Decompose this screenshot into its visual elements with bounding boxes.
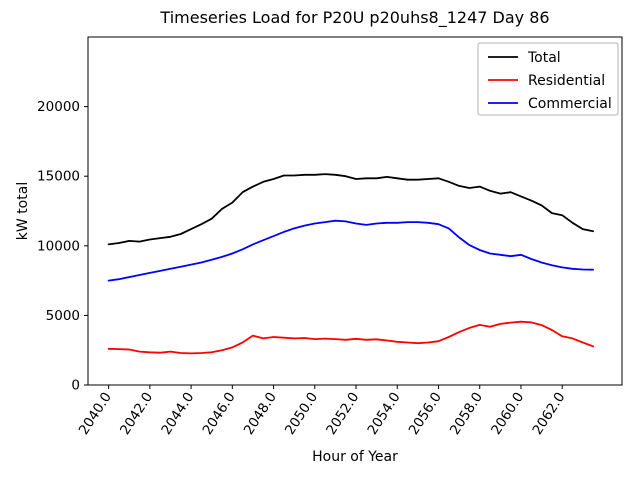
legend-label: Commercial (528, 96, 612, 112)
x-tick-label: 2050.0 (282, 389, 321, 437)
y-tick-label: 0 (71, 378, 80, 394)
x-tick-label: 2044.0 (158, 389, 197, 437)
x-tick-label: 2048.0 (241, 389, 280, 437)
x-tick-label: 2040.0 (76, 389, 115, 437)
x-axis-label: Hour of Year (312, 449, 398, 465)
x-tick-label: 2060.0 (488, 389, 527, 437)
y-tick-label: 15000 (37, 169, 80, 185)
x-tick-label: 2058.0 (447, 389, 486, 437)
x-tick-label: 2042.0 (117, 389, 156, 437)
legend-label: Residential (528, 73, 605, 89)
x-tick-label: 2062.0 (529, 389, 568, 437)
y-axis-label: kW total (15, 182, 31, 240)
x-axis-ticks: 2040.0 2042.0 2044.0 2046.0 2048.0 2050.0 2052… (76, 385, 569, 438)
series-line-commercial (107, 219, 594, 282)
y-tick-label: 20000 (37, 99, 80, 115)
y-tick-label: 10000 (37, 238, 80, 254)
legend: Total Residential Commercial (477, 42, 619, 116)
x-tick-label: 2046.0 (200, 389, 239, 437)
series-line-residential (107, 320, 594, 355)
chart-title: Timeseries Load for P20U p20uhs8_1247 Da… (159, 8, 549, 28)
legend-label: Total (527, 50, 561, 66)
series-line-total (107, 173, 594, 246)
legend-box (477, 42, 619, 116)
y-tick-label: 5000 (46, 308, 80, 324)
plot-area (87, 36, 623, 386)
x-tick-label: 2052.0 (323, 389, 362, 437)
x-tick-label: 2056.0 (406, 389, 445, 437)
y-axis-ticks: 0 5000 10000 15000 20000 (37, 99, 88, 394)
series-lines (107, 173, 594, 355)
x-tick-label: 2054.0 (364, 389, 403, 437)
